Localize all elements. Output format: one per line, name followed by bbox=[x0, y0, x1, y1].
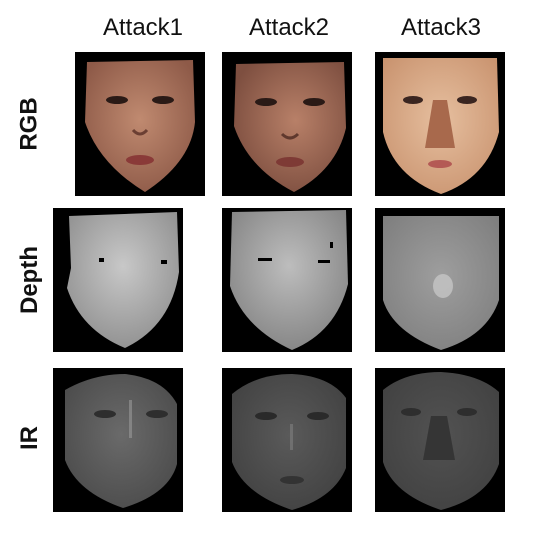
depth-attack3-image bbox=[375, 208, 505, 352]
row-label-rgb: RGB bbox=[16, 97, 43, 151]
rgb-attack1-image bbox=[75, 52, 205, 196]
ir-attack2-image bbox=[222, 368, 352, 512]
ir-attack3-image bbox=[375, 368, 505, 512]
row-label-depth: Depth bbox=[16, 246, 43, 314]
column-header-attack1: Attack1 bbox=[102, 14, 184, 41]
rgb-attack2-image bbox=[222, 52, 352, 196]
rgb-attack3-image bbox=[375, 52, 505, 196]
column-header-attack2: Attack2 bbox=[248, 14, 330, 41]
depth-attack2-image bbox=[222, 208, 352, 352]
row-label-ir: IR bbox=[16, 426, 43, 450]
ir-attack1-image bbox=[53, 368, 183, 512]
column-header-attack3: Attack3 bbox=[400, 14, 482, 41]
depth-attack1-image bbox=[53, 208, 183, 352]
